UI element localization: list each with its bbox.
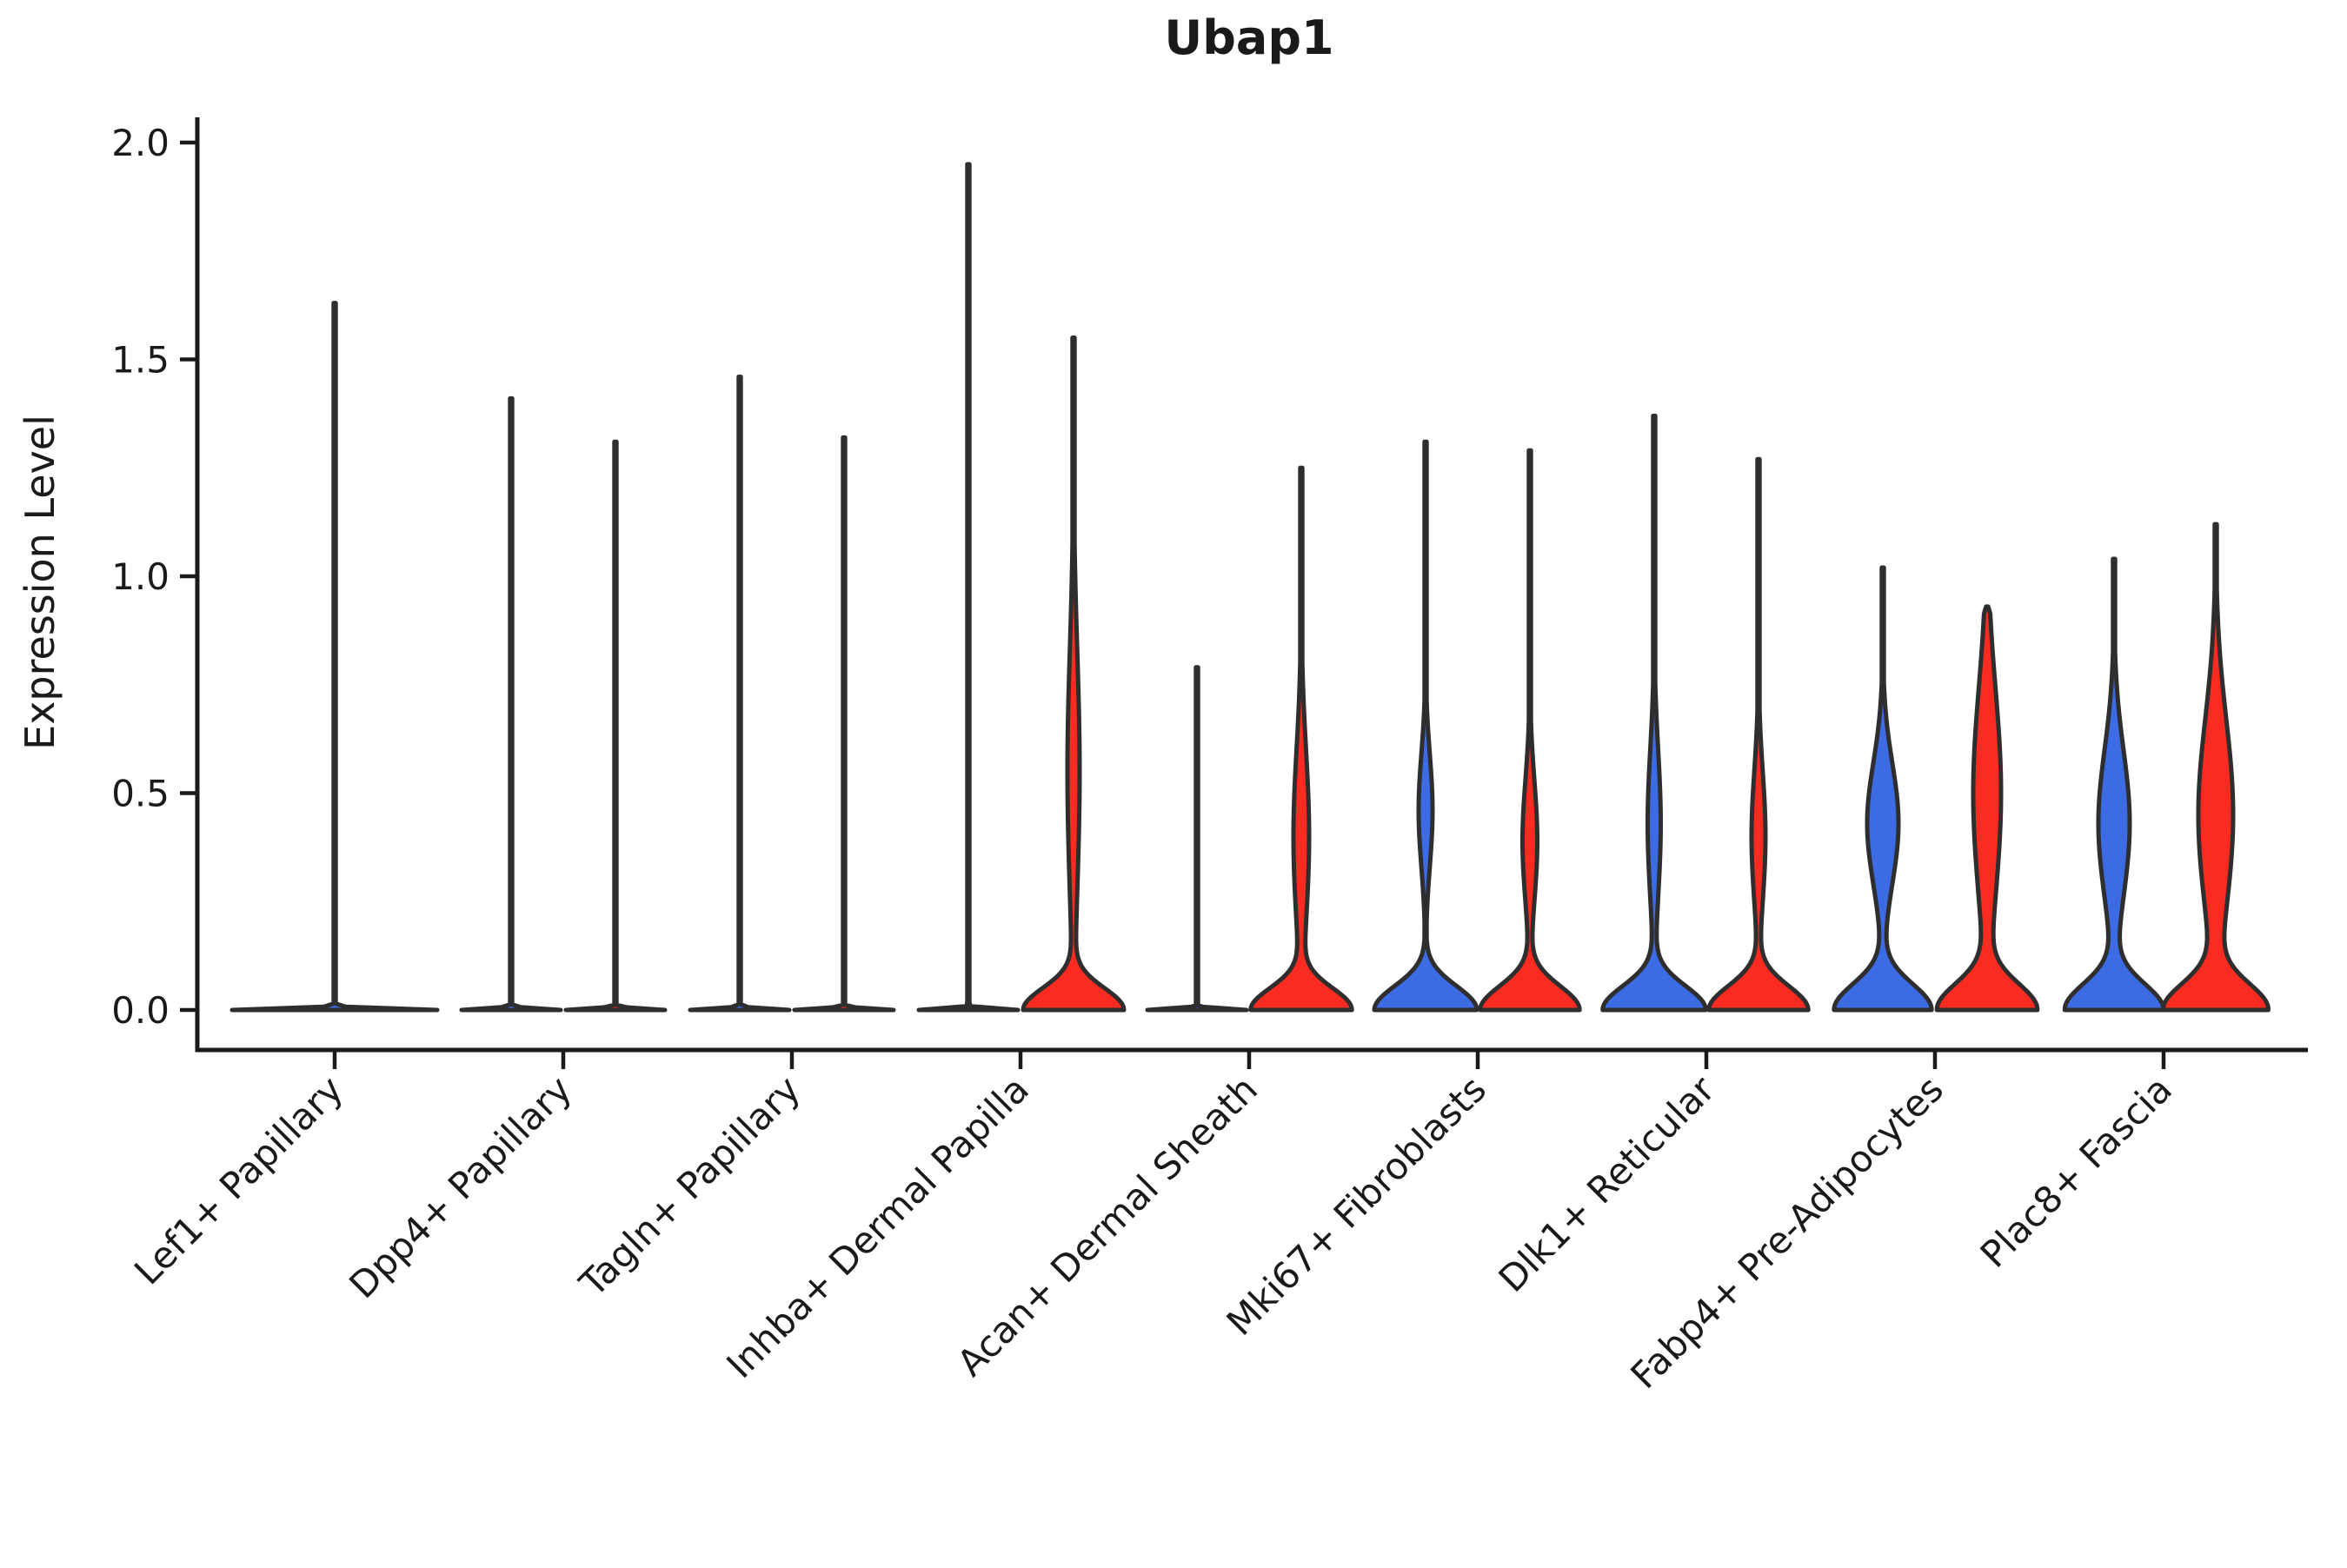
x-tick-label: Tagln+ Papillary [571,1067,808,1305]
violin-fabp4-blue [1832,565,1934,1013]
violin-dlk1-red [1706,456,1811,1013]
violin-mki67-red [1478,448,1582,1013]
violin-dpp4-blue [459,395,563,1013]
x-tick-label: Dpp4+ Papillary [341,1067,580,1306]
violin-fabp4-red [1934,604,2040,1013]
violin-inhba-red [1021,336,1127,1013]
y-tick-label: 1.0 [111,555,170,598]
violin-acan-blue [1145,665,1249,1013]
chart-title: Ubap1 [1164,10,1333,65]
y-tick-label: 0.5 [111,773,170,815]
y-tick-label: 2.0 [111,122,170,164]
violin-lef1-blue [229,301,440,1013]
x-tick-label: Plac8+ Fascia [1972,1067,2180,1275]
violins-layer [229,162,2271,1013]
x-tick-label: Dlk1+ Reticular [1491,1067,1724,1300]
y-tick-label: 1.5 [111,339,170,382]
y-tick-label: 0.0 [111,989,170,1032]
violin-dpp4-red [563,439,668,1013]
violin-tagln-blue [688,374,792,1013]
violin-mki67-blue [1372,439,1479,1013]
violin-dlk1-blue [1600,413,1708,1013]
y-axis-label: Expression Level [17,415,63,750]
violin-acan-red [1248,465,1354,1013]
violin-tagln-red [792,435,896,1013]
violin-inhba-blue [916,162,1021,1013]
violin-plac8-red [2161,522,2271,1013]
x-tick-label: Lef1+ Papillary [126,1067,351,1292]
violin-plac8-blue [2062,556,2166,1013]
x-tick-label: Mki67+ Fibroblasts [1219,1067,1494,1343]
